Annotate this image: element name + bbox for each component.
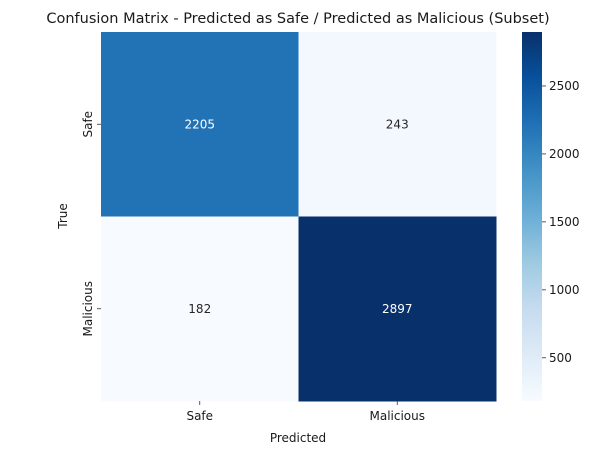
chart-title: Confusion Matrix - Predicted as Safe / P… bbox=[46, 11, 549, 27]
colorbar bbox=[522, 32, 542, 401]
y-axis-label: True bbox=[56, 203, 70, 230]
y-tick-label: Malicious bbox=[81, 281, 95, 337]
y-tick-label: Safe bbox=[81, 111, 95, 138]
x-axis-label: Predicted bbox=[270, 431, 326, 445]
cell-value-label: 2897 bbox=[382, 302, 413, 316]
colorbar-tick-label: 1000 bbox=[549, 283, 580, 297]
heatmap-cell bbox=[298, 216, 497, 402]
x-tick-label: Safe bbox=[186, 409, 213, 423]
cell-value-label: 182 bbox=[188, 302, 211, 316]
cell-value-label: 2205 bbox=[184, 117, 215, 131]
cell-value-labels: 2205 243 182 2897 bbox=[184, 117, 412, 316]
colorbar-tick-label: 500 bbox=[549, 351, 572, 365]
colorbar-tick-label: 1500 bbox=[549, 215, 580, 229]
heatmap-cell bbox=[101, 216, 299, 402]
colorbar-tick-label: 2500 bbox=[549, 79, 580, 93]
y-axis-ticks: Safe Malicious bbox=[81, 111, 101, 337]
x-axis-ticks: Safe Malicious bbox=[186, 401, 425, 423]
heatmap-cells bbox=[101, 32, 497, 402]
colorbar-ticks: 500 1000 1500 2000 2500 bbox=[542, 79, 580, 365]
heatmap-cell bbox=[101, 32, 299, 217]
colorbar-tick-label: 2000 bbox=[549, 147, 580, 161]
x-tick-label: Malicious bbox=[369, 409, 425, 423]
heatmap-cell bbox=[298, 32, 497, 217]
cell-value-label: 243 bbox=[386, 117, 409, 131]
